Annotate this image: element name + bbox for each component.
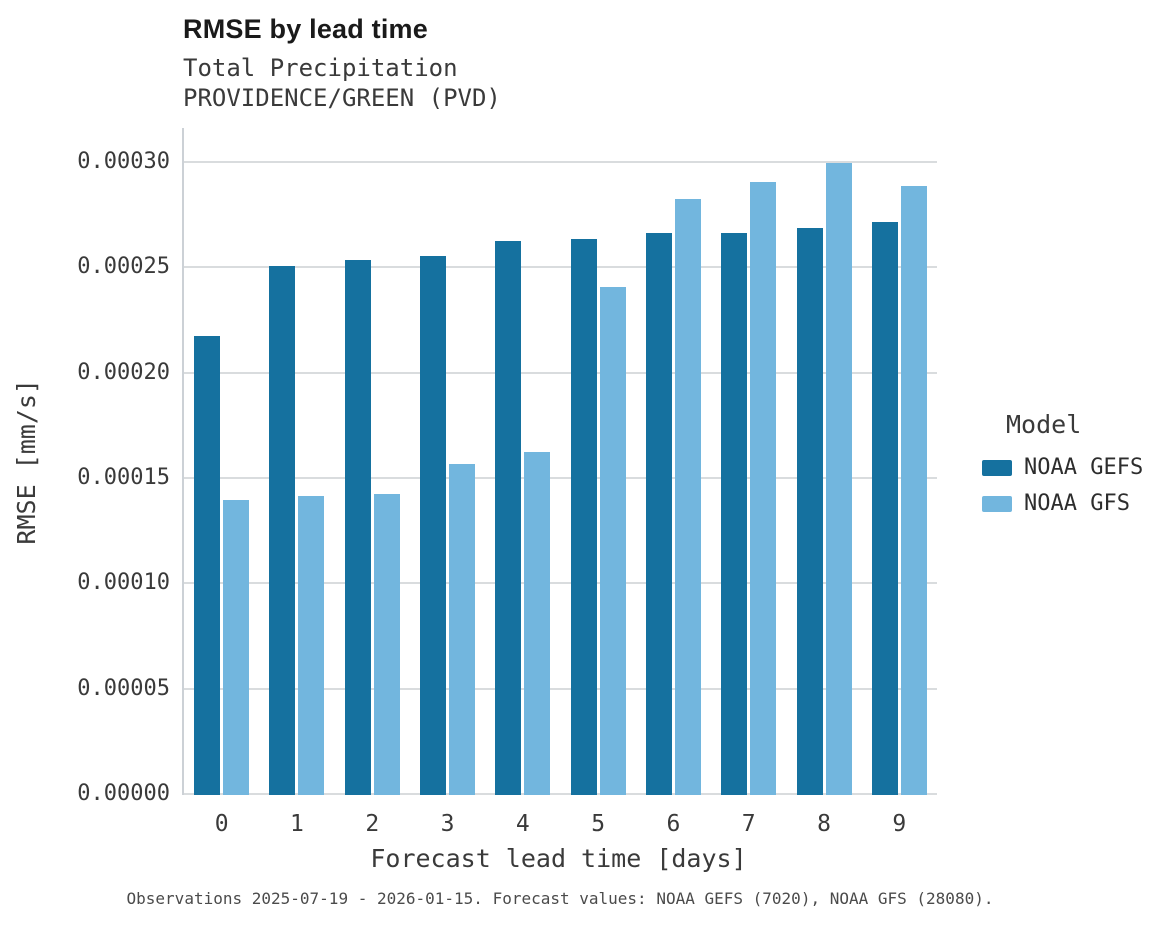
- bar-noaa-gfs-day-8: [825, 163, 852, 795]
- chart-caption: Observations 2025-07-19 - 2026-01-15. Fo…: [126, 889, 994, 908]
- bar-noaa-gfs-day-9: [900, 186, 927, 795]
- bar-group-day-3: 3: [410, 128, 485, 837]
- bar-noaa-gefs-day-4: [495, 240, 522, 795]
- legend-items: NOAA GEFS NOAA GFS: [982, 455, 1143, 516]
- legend-item-noaa-gefs: NOAA GEFS: [982, 455, 1143, 480]
- gridline-0.00015: [184, 477, 937, 479]
- x-tick-label-1: 1: [290, 811, 304, 837]
- bar-noaa-gefs-day-6: [645, 232, 672, 795]
- bar-noaa-gefs-day-8: [796, 228, 823, 795]
- x-tick-label-9: 9: [892, 811, 907, 837]
- legend-swatch-noaa-gefs: [982, 459, 1012, 476]
- y-axis-title: RMSE [mm/s]: [8, 128, 44, 795]
- legend-item-noaa-gfs: NOAA GFS: [982, 491, 1143, 516]
- y-axis-title-text: RMSE [mm/s]: [11, 378, 41, 545]
- bar-noaa-gefs-day-9: [871, 222, 898, 795]
- x-tick-label-4: 4: [515, 811, 530, 837]
- y-tick-label-0.00010: 0.00010: [77, 570, 170, 596]
- bar-group-day-8: 8: [786, 128, 861, 837]
- legend-swatch-noaa-gfs: [982, 495, 1012, 512]
- y-tick-label-0.00015: 0.00015: [77, 465, 170, 490]
- x-axis-title: Forecast lead time [days]: [370, 844, 747, 873]
- plot-area: 0 1 2 3 4 5 6 7 8 9: [182, 128, 937, 837]
- x-tick-label-5: 5: [591, 811, 606, 837]
- x-tick-label-3: 3: [440, 811, 455, 837]
- bar-noaa-gfs-day-4: [524, 451, 551, 795]
- bar-noaa-gfs-day-1: [298, 495, 325, 795]
- y-tick-labels: 0.00000 0.00005 0.00010 0.00015 0.00020 0.000…: [48, 128, 170, 806]
- bar-noaa-gefs-day-3: [420, 255, 447, 795]
- bar-group-day-5: 5: [560, 128, 635, 837]
- gridline-0.00010: [184, 582, 937, 585]
- x-tick-label-7: 7: [741, 811, 756, 837]
- bar-noaa-gfs-day-5: [599, 287, 626, 795]
- bar-noaa-gfs-day-0: [223, 500, 250, 795]
- chart-subtitle-variable: Total Precipitation: [183, 54, 458, 82]
- gridline-0.00005: [184, 687, 937, 690]
- chart-title: RMSE by lead time: [183, 14, 428, 44]
- y-tick-label-0.00020: 0.00020: [77, 359, 170, 385]
- bar-group-day-9: 9: [862, 128, 937, 837]
- y-tick-label-0.00030: 0.00030: [77, 149, 170, 174]
- legend-label-noaa-gfs: NOAA GFS: [1024, 491, 1130, 516]
- bar-group-day-2: 2: [335, 128, 410, 837]
- bar-noaa-gfs-day-3: [449, 464, 476, 795]
- bar-noaa-gfs-day-2: [373, 493, 400, 795]
- x-tick-label-0: 0: [214, 811, 229, 837]
- bar-group-day-0: 0: [184, 128, 259, 837]
- bar-noaa-gefs-day-0: [194, 335, 221, 795]
- y-tick-label-0.00005: 0.00005: [77, 675, 170, 701]
- bar-noaa-gfs-day-7: [750, 181, 777, 795]
- legend-title: Model: [1006, 410, 1082, 439]
- bar-group-day-7: 7: [711, 128, 786, 837]
- bar-noaa-gefs-day-2: [344, 259, 371, 795]
- legend: Model NOAA GEFS NOAA GFS: [982, 410, 1143, 527]
- bar-noaa-gefs-day-7: [721, 232, 748, 795]
- legend-label-noaa-gefs: NOAA GEFS: [1024, 455, 1144, 480]
- x-tick-label-6: 6: [666, 811, 681, 837]
- bar-group-day-6: 6: [636, 128, 711, 837]
- y-tick-label-0.00000: 0.00000: [77, 781, 170, 806]
- y-tick-label-0.00025: 0.00025: [77, 254, 170, 280]
- bar-groups: 0 1 2 3 4 5 6 7 8 9: [184, 128, 937, 837]
- gridline-0.00025: [184, 266, 937, 269]
- chart-header: RMSE by lead time Total Precipitation PR…: [183, 14, 501, 113]
- bar-noaa-gfs-day-6: [674, 198, 701, 795]
- gridline-0.00000: [184, 793, 937, 795]
- gridline-0.00030: [184, 161, 937, 163]
- x-tick-label-2: 2: [365, 811, 380, 837]
- bar-group-day-4: 4: [485, 128, 560, 837]
- bar-noaa-gefs-day-1: [269, 266, 296, 795]
- bar-group-day-1: 1: [259, 128, 334, 837]
- bar-noaa-gefs-day-5: [570, 238, 597, 795]
- chart-subtitle-station: PROVIDENCE/GREEN (PVD): [183, 84, 501, 112]
- gridline-0.00020: [184, 371, 937, 374]
- x-tick-label-8: 8: [817, 811, 831, 837]
